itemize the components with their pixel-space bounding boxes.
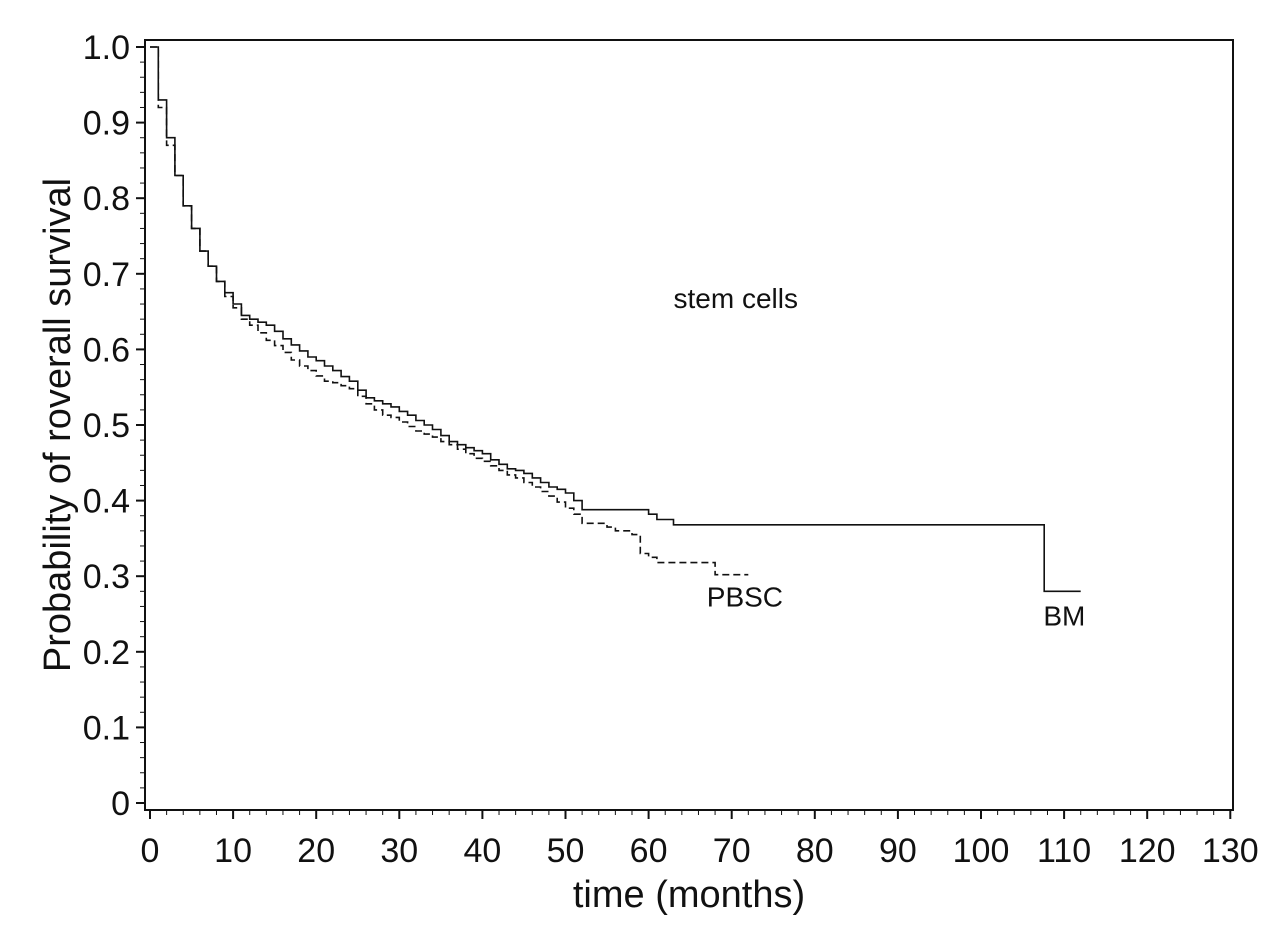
x-tick-label: 130 — [1202, 832, 1259, 870]
x-axis: 0 10 20 30 40 50 60 70 80 90 100 110 120 130 — [141, 810, 1259, 870]
x-tick-label: 60 — [630, 832, 668, 870]
x-tick-label: 10 — [214, 832, 252, 870]
y-tick-label: 0.4 — [83, 483, 130, 521]
x-tick-label: 50 — [547, 832, 585, 870]
y-tick-label: 0 — [111, 785, 130, 823]
x-tick-label: 30 — [380, 832, 418, 870]
series-bm-line — [150, 46, 1081, 593]
x-tick-label: 70 — [713, 832, 751, 870]
annotation-label: stem cells — [674, 283, 798, 314]
x-tick-label: 20 — [297, 832, 335, 870]
x-tick-label: 0 — [141, 832, 160, 870]
y-tick-label: 0.7 — [83, 256, 130, 294]
x-tick-label: 90 — [879, 832, 917, 870]
survival-curves — [150, 46, 1081, 593]
y-tick-label: 0.9 — [83, 105, 130, 143]
x-tick-label: 120 — [1119, 832, 1176, 870]
y-tick-label: 0.2 — [83, 634, 130, 672]
y-tick-label: 0.1 — [83, 709, 130, 747]
x-tick-label: 40 — [463, 832, 501, 870]
y-tick-label: 1.0 — [83, 29, 130, 67]
plot-frame — [144, 39, 1234, 811]
x-tick-label: 100 — [953, 832, 1010, 870]
y-axis: 0 0.1 0.2 0.3 0.4 0.5 0.6 0.7 0.8 0.9 1.0 — [83, 29, 145, 823]
y-tick-label: 0.8 — [83, 180, 130, 218]
y-axis-title: Probability of roverall survival — [37, 178, 79, 672]
y-tick-label: 0.3 — [83, 558, 130, 596]
x-tick-label: 110 — [1037, 832, 1091, 870]
y-tick-label: 0.5 — [83, 407, 130, 445]
annotation-label: BM — [1043, 600, 1085, 631]
curve-annotations: stem cells PBSC BM — [674, 283, 1086, 632]
x-tick-label: 80 — [796, 832, 834, 870]
x-axis-title: time (months) — [573, 874, 805, 916]
annotation-label: PBSC — [707, 581, 783, 612]
series-pbsc-line — [150, 46, 749, 576]
y-tick-label: 0.6 — [83, 331, 130, 369]
